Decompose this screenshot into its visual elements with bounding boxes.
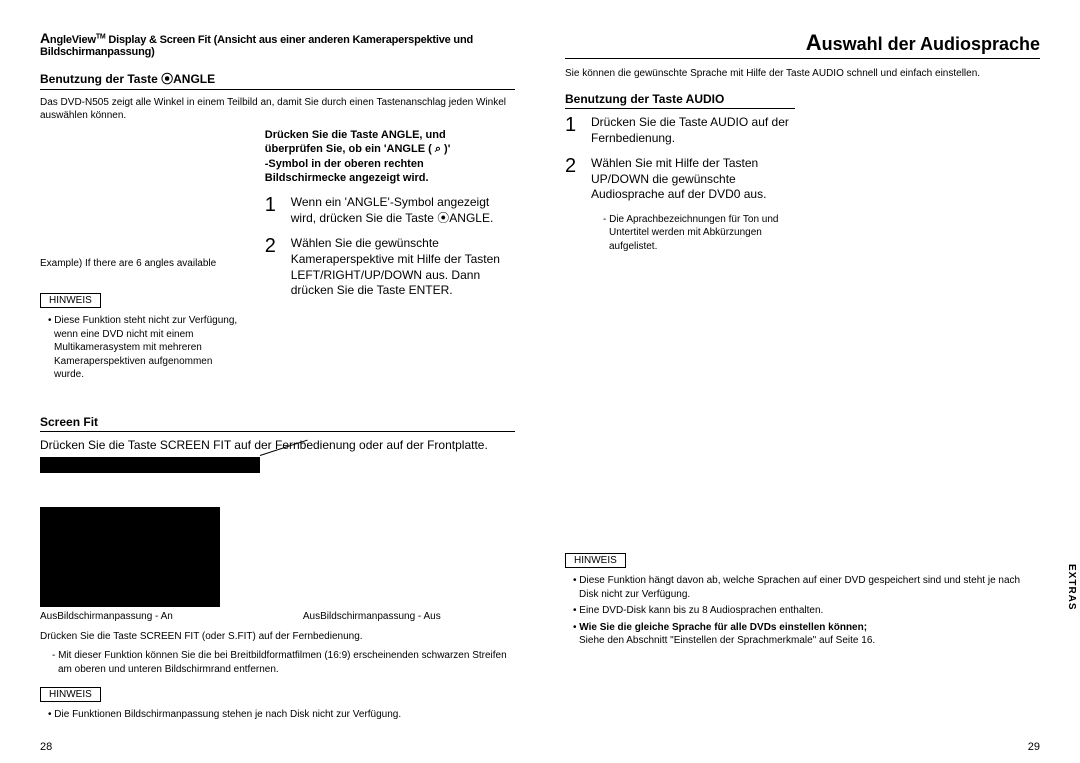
hinweis-3-item-2: Eine DVD-Disk kann bis zu 8 Audiosprache… — [573, 604, 1040, 618]
audio-step2-sub: Die Aprachbezeichnungen für Ton und Unte… — [591, 213, 795, 254]
angle-left-sub: Example) If there are 6 angles available… — [40, 128, 245, 385]
hinweis-3-list: Diese Funktion hängt davon ab, welche Sp… — [565, 574, 1040, 648]
hinweis-1-item: Diese Funktion steht nicht zur Verfügung… — [48, 314, 245, 382]
hinweis-3-item-3: Wie Sie die gleiche Sprache für alle DVD… — [573, 621, 1040, 648]
extras-tab: EXTRAS — [1063, 560, 1080, 615]
hinweis-bold: Wie Sie die gleiche Sprache für alle DVD… — [579, 622, 867, 633]
page-number-right: 29 — [1028, 741, 1040, 753]
example-label: Example) If there are 6 angles available — [40, 258, 245, 269]
title-large-a: A — [806, 30, 822, 55]
right-page-title: Auswahl der Audiosprache — [565, 30, 1040, 59]
screenfit-body: Drücken Sie die Taste SCREEN FIT auf der… — [40, 438, 515, 454]
audio-subheading: Benutzung der Taste AUDIO — [565, 92, 795, 109]
hinweis-1-list: Diese Funktion steht nicht zur Verfügung… — [40, 314, 245, 382]
step-text: Drücken Sie die Taste AUDIO auf der Fern… — [591, 115, 795, 146]
hinweis-box-3: HINWEIS — [565, 553, 626, 568]
caption-on: AusBildschirmanpassung - An — [40, 611, 173, 622]
step-number: 2 — [565, 156, 583, 203]
step-sub-item: Die Aprachbezeichnungen für Ton und Unte… — [603, 213, 795, 254]
caption-off: AusBildschirmanpassung - Aus — [303, 611, 441, 622]
angle-step-2: 2 Wählen Sie die gewünschte Kameraperspe… — [265, 236, 515, 298]
angle-subheading: Benutzung der Taste ⦿ANGLE — [40, 70, 515, 90]
angle-bold-block: Drücken Sie die Taste ANGLE, und überprü… — [265, 128, 515, 185]
hinweis-2-list: Die Funktionen Bildschirmanpassung stehe… — [40, 708, 515, 722]
step-text: Wählen Sie mit Hilfe der Tasten UP/DOWN … — [591, 156, 795, 203]
left-page: AngleViewTM Display & Screen Fit (Ansich… — [40, 30, 515, 725]
title-large-a: A — [40, 30, 50, 46]
step-number: 2 — [265, 236, 283, 298]
screenfit-black-bar — [40, 457, 260, 473]
hinweis-box-1: HINWEIS — [40, 293, 101, 308]
audio-steps: 1 Drücken Sie die Taste AUDIO auf der Fe… — [565, 115, 795, 253]
audio-step-2: 2 Wählen Sie mit Hilfe der Tasten UP/DOW… — [565, 156, 795, 203]
screenfit-dash-list: Mit dieser Funktion können Sie die bei B… — [40, 649, 515, 676]
title-main: ngleView — [50, 34, 96, 46]
hinweis-box-2: HINWEIS — [40, 687, 101, 702]
screenfit-black-box — [40, 507, 220, 607]
angle-right-sub: Drücken Sie die Taste ANGLE, und überprü… — [265, 128, 515, 385]
angle-two-col: Example) If there are 6 angles available… — [40, 128, 515, 385]
audio-step-1: 1 Drücken Sie die Taste AUDIO auf der Fe… — [565, 115, 795, 146]
hinweis-3-item-1: Diese Funktion hängt davon ab, welche Sp… — [573, 574, 1040, 601]
right-intro: Sie können die gewünschte Sprache mit Hi… — [565, 67, 1040, 80]
manual-spread: AngleViewTM Display & Screen Fit (Ansich… — [0, 0, 1080, 745]
right-hinweis-block: HINWEIS Diese Funktion hängt davon ab, w… — [565, 553, 1040, 648]
right-page: Auswahl der Audiosprache Sie können die … — [565, 30, 1040, 725]
hinweis-2-item: Die Funktionen Bildschirmanpassung stehe… — [48, 708, 515, 722]
left-page-title: AngleViewTM Display & Screen Fit (Ansich… — [40, 30, 515, 58]
page-number-left: 28 — [40, 741, 52, 753]
step-number: 1 — [265, 195, 283, 226]
hinweis-rest: Siehe den Abschnitt "Einstellen der Spra… — [579, 635, 875, 646]
step-number: 1 — [565, 115, 583, 146]
title-rest: Display & Screen Fit (Ansicht aus einer … — [40, 34, 473, 58]
screenfit-dash-item: Mit dieser Funktion können Sie die bei B… — [52, 649, 515, 676]
title-tm: TM — [96, 33, 106, 40]
step-text: Wenn ein 'ANGLE'-Symbol angezeigt wird, … — [291, 195, 515, 226]
screenfit-subheading: Screen Fit — [40, 415, 515, 432]
angle-step-1: 1 Wenn ein 'ANGLE'-Symbol angezeigt wird… — [265, 195, 515, 226]
screenfit-captions: AusBildschirmanpassung - An AusBildschir… — [40, 611, 515, 622]
screenfit-instruction: Drücken Sie die Taste SCREEN FIT (oder S… — [40, 630, 515, 643]
step-text: Wählen Sie die gewünschte Kameraperspekt… — [291, 236, 515, 298]
title-rest: uswahl der Audiosprache — [822, 34, 1040, 54]
angle-intro: Das DVD-N505 zeigt alle Winkel in einem … — [40, 96, 515, 122]
